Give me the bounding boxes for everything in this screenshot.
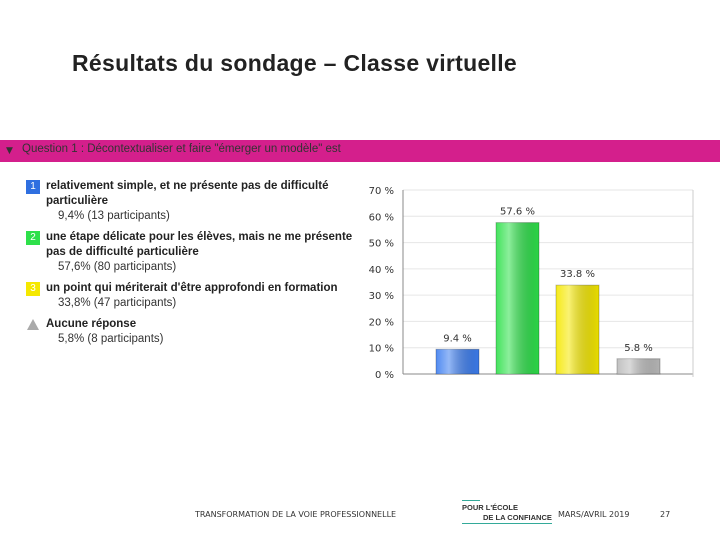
y-tick-label: 40 %: [369, 265, 394, 276]
answer-item-3: 3 un point qui mériterait d'être approfo…: [26, 281, 354, 311]
answer-label: une étape délicate pour les élèves, mais…: [46, 231, 353, 258]
answer-badge: 1: [26, 180, 40, 194]
data-label: 57.6 %: [500, 207, 535, 218]
data-label: 9.4 %: [443, 333, 472, 344]
no-answer-triangle-icon: [27, 319, 39, 330]
slide-title: Résultats du sondage – Classe virtuelle: [72, 50, 518, 76]
question-header[interactable]: ▼ Question 1 : Décontextualiser et faire…: [0, 140, 720, 162]
answer-item-1: 1 relativement simple, et ne présente pa…: [26, 179, 354, 224]
answer-stats: 5,8% (8 participants): [58, 333, 164, 345]
answer-item-none: Aucune réponse 5,8% (8 participants): [26, 317, 354, 347]
bar-shine: [496, 222, 539, 374]
answer-stats: 57,6% (80 participants): [58, 261, 177, 273]
answer-item-2: 2 une étape délicate pour les élèves, ma…: [26, 230, 354, 275]
page-number: 27: [660, 510, 671, 519]
y-tick-label: 0 %: [375, 370, 394, 381]
answer-list: 1 relativement simple, et ne présente pa…: [26, 179, 354, 347]
answer-stats: 33,8% (47 participants): [58, 297, 177, 309]
bar-shine: [436, 349, 479, 374]
y-tick-label: 20 %: [369, 317, 394, 328]
footer-date: MARS/AVRIL 2019: [558, 510, 630, 519]
y-tick-label: 10 %: [369, 344, 394, 355]
answer-stats: 9,4% (13 participants): [58, 210, 170, 222]
answer-label: Aucune réponse: [46, 318, 137, 330]
data-label: 5.8 %: [624, 343, 653, 354]
answer-label: relativement simple, et ne présente pas …: [46, 180, 329, 207]
logo: POUR L'ÉCOLE DE LA CONFIANCE: [462, 500, 552, 524]
footer-text: TRANSFORMATION DE LA VOIE PROFESSIONNELL…: [195, 510, 397, 519]
data-label: 33.8 %: [560, 269, 595, 280]
answer-badge: 2: [26, 231, 40, 245]
y-tick-label: 70 %: [369, 186, 394, 197]
question-label: Question 1 : Décontextualiser et faire "…: [22, 143, 341, 155]
bar-shine: [556, 285, 599, 374]
answer-badge: 3: [26, 282, 40, 296]
collapse-arrow-icon[interactable]: ▼: [6, 146, 13, 156]
bar-shine: [617, 358, 660, 374]
answer-label: un point qui mériterait d'être approfond…: [46, 282, 338, 294]
y-tick-label: 30 %: [369, 291, 394, 302]
y-tick-label: 50 %: [369, 239, 394, 250]
bar-chart: 0 % 10 % 20 % 30 % 40 % 50 % 60 % 70 % 9.4 % 57.6…: [369, 186, 694, 381]
y-tick-label: 60 %: [369, 212, 394, 223]
